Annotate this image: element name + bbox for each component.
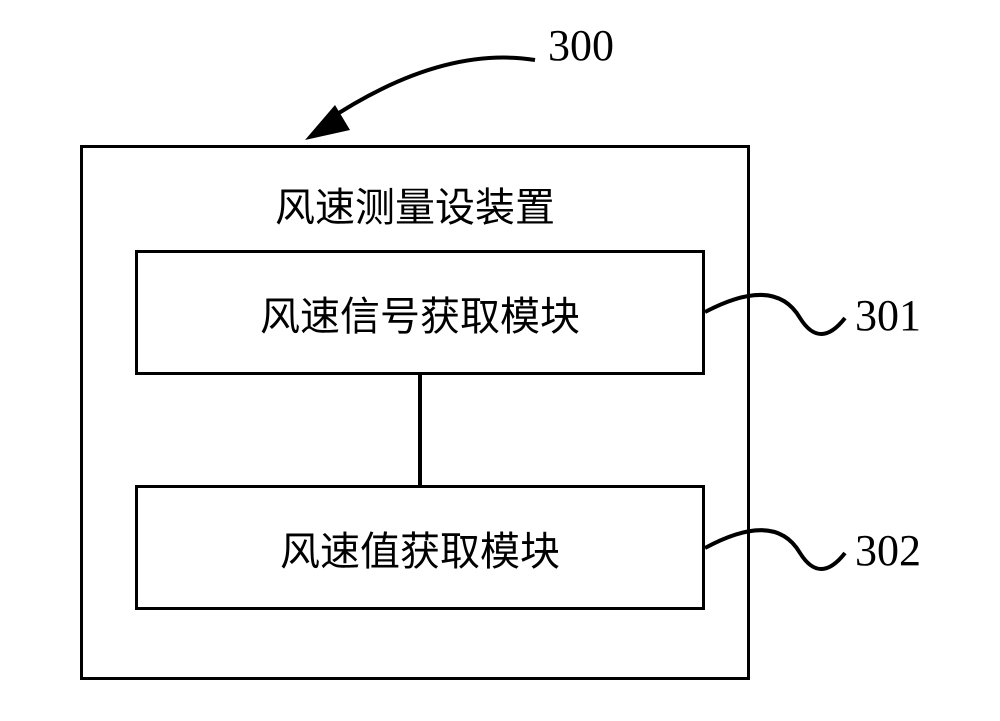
arrow-curve bbox=[325, 58, 535, 122]
module-signal-acquisition: 风速信号获取模块 bbox=[135, 250, 705, 375]
callout-302: 302 bbox=[855, 525, 921, 576]
module-value-acquisition: 风速值获取模块 bbox=[135, 485, 705, 610]
module-1-label: 风速信号获取模块 bbox=[260, 284, 580, 342]
callout-300: 300 bbox=[548, 20, 614, 71]
connector-line bbox=[418, 375, 422, 485]
callout-301: 301 bbox=[855, 290, 921, 341]
arrow-head bbox=[305, 105, 350, 140]
module-2-label: 风速值获取模块 bbox=[280, 519, 560, 577]
diagram-title: 风速测量设装置 bbox=[80, 175, 750, 233]
